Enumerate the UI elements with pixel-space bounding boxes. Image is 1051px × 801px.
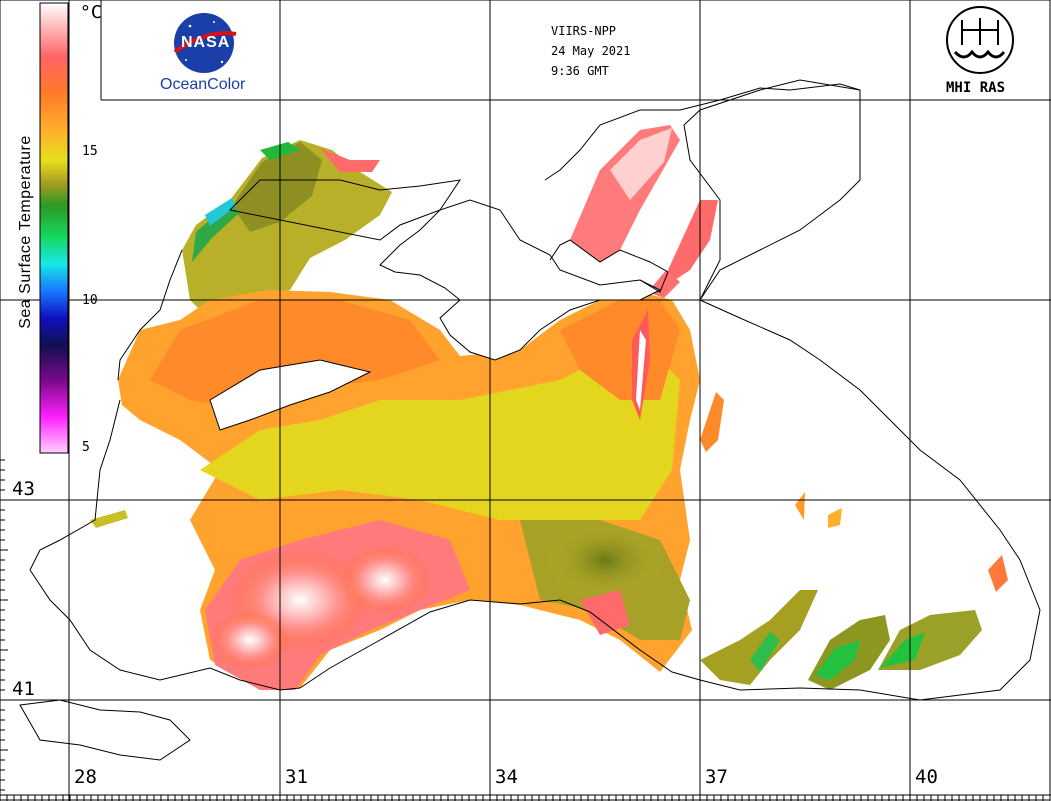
bulgaria-coast	[29, 399, 301, 691]
satellite-name: VIIRS-NPP	[551, 24, 617, 38]
lat-label-43: 43	[12, 478, 35, 500]
azov-north	[544, 83, 861, 181]
legend-colorbar	[39, 2, 69, 454]
mhi-ras-logo	[946, 6, 1014, 74]
legend-title-text: Sea Surface Temperature	[17, 135, 34, 329]
legend-tick-15: 15	[82, 144, 98, 159]
nasa-wordmark: NASA	[181, 34, 231, 51]
lon-label-37: 37	[705, 766, 728, 788]
lat-label-41: 41	[12, 678, 35, 700]
nasa-logo	[173, 13, 237, 73]
mhi-ras-label: MHI RAS	[946, 80, 1006, 96]
lon-label-28: 28	[74, 766, 97, 788]
legend-unit: °C	[80, 2, 102, 23]
lon-label-31: 31	[285, 766, 308, 788]
romania-coast	[117, 249, 183, 381]
oceancolor-label: OceanColor	[160, 76, 246, 93]
lon-label-40: 40	[915, 766, 938, 788]
ukraine-coast	[228, 179, 462, 241]
image-header: VIIRS-NPP 24 May 2021 9:36 GMT	[551, 21, 630, 81]
legend-title: Sea Surface Temperature	[6, 92, 46, 372]
legend-tick-10: 10	[82, 293, 98, 308]
lon-label-34: 34	[495, 766, 518, 788]
kerch	[549, 239, 669, 293]
nw-shelf-data	[182, 140, 392, 320]
bosporus-marmara	[19, 699, 191, 761]
coastlines	[19, 79, 1041, 761]
acquisition-time: 9:36 GMT	[551, 64, 609, 78]
legend-tick-5: 5	[82, 440, 90, 455]
turkey-coast	[299, 79, 1041, 701]
border-tick-marks	[0, 459, 1051, 801]
acquisition-date: 24 May 2021	[551, 44, 631, 58]
